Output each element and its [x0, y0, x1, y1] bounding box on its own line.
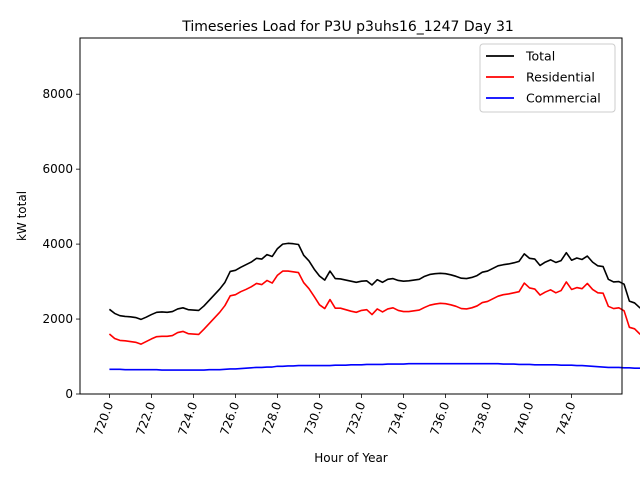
series-line-total: [108, 242, 640, 321]
y-axis-ticks: 0 2000 4000 6000 8000: [42, 87, 80, 401]
x-axis-ticks: 720.0 722.0 724.0 726.0 728.0 730.0 732.0 734.0…: [91, 394, 578, 437]
y-tick-label: 8000: [42, 87, 73, 101]
series-line-commercial: [109, 362, 640, 371]
x-tick-label: 722.0: [133, 400, 158, 437]
series-layer: [108, 242, 640, 371]
x-tick-label: 740.0: [511, 400, 536, 437]
x-tick-label: 732.0: [343, 400, 368, 437]
chart-title: Timeseries Load for P3U p3uhs16_1247 Day…: [181, 19, 514, 35]
y-axis-label: kW total: [15, 191, 29, 241]
x-axis-label: Hour of Year: [314, 451, 388, 465]
legend-label-commercial: Commercial: [526, 91, 601, 106]
y-tick-label: 0: [65, 387, 73, 401]
x-tick-label: 720.0: [91, 400, 116, 437]
x-tick-label: 724.0: [175, 400, 200, 437]
x-tick-label: 728.0: [259, 400, 284, 437]
x-tick-label: 742.0: [553, 400, 578, 437]
y-tick-label: 4000: [42, 237, 73, 251]
x-tick-label: 738.0: [469, 400, 494, 437]
legend-label-residential: Residential: [526, 70, 595, 85]
x-tick-label: 730.0: [301, 400, 326, 437]
series-line-residential: [108, 270, 640, 345]
y-tick-label: 6000: [42, 162, 73, 176]
legend-box: [479, 43, 616, 113]
x-tick-label: 736.0: [427, 400, 452, 437]
x-tick-label: 726.0: [217, 400, 242, 437]
y-tick-label: 2000: [42, 312, 73, 326]
x-tick-label: 734.0: [385, 400, 410, 437]
legend: Total Residential Commercial: [479, 43, 616, 113]
plot-frame: [79, 37, 623, 395]
legend-label-total: Total: [525, 49, 555, 64]
